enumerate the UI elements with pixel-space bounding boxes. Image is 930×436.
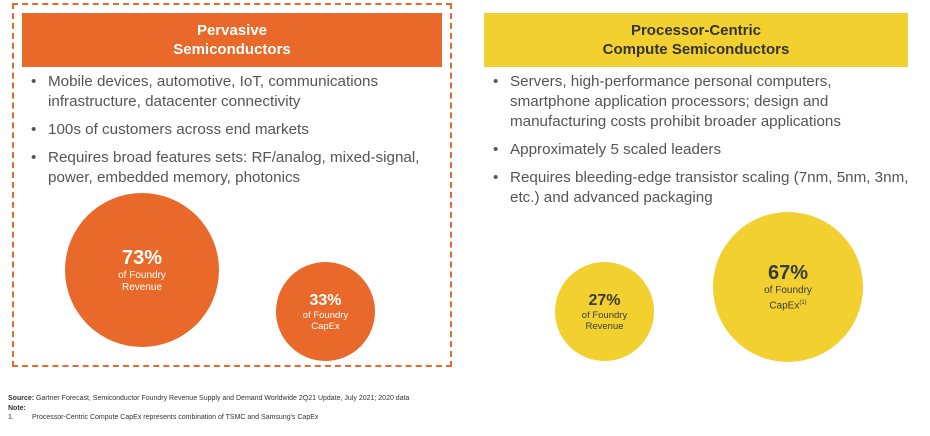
note-label-line: Note: bbox=[8, 404, 908, 414]
processor-bullet-list: • Servers, high-performance personal comp… bbox=[490, 72, 910, 216]
bullet-icon: • bbox=[31, 149, 37, 166]
note-text: Processor-Centric Compute CapEx represen… bbox=[32, 414, 319, 421]
processor-title-line2: Compute Semiconductors bbox=[602, 41, 790, 58]
circle-caption-line1: of Foundry bbox=[581, 310, 628, 321]
pervasive-bullet-list: • Mobile devices, automotive, IoT, commun… bbox=[28, 72, 444, 196]
note-label: Note: bbox=[8, 404, 26, 412]
circle-caption-line2: Revenue bbox=[585, 321, 624, 332]
pervasive-title-line2: Semiconductors bbox=[173, 41, 291, 58]
processor-capex-circle: 67% of Foundry CapEx(1) bbox=[713, 212, 863, 362]
source-label: Source: bbox=[8, 395, 35, 402]
circle-caption-line2: CapEx bbox=[311, 321, 340, 332]
pervasive-panel-border bbox=[12, 3, 452, 367]
note-number: 1. bbox=[8, 414, 14, 421]
bullet-icon: • bbox=[493, 169, 499, 186]
processor-centric-header: Processor-Centric Compute Semiconductors bbox=[484, 13, 908, 67]
list-item: • Requires broad features sets: RF/analog… bbox=[31, 149, 420, 186]
processor-title-line1: Processor-Centric bbox=[630, 22, 762, 39]
circle-caption-line2: CapEx(1) bbox=[769, 300, 807, 312]
source-line: Source: Gartner Forecast, Semiconductor … bbox=[8, 394, 908, 404]
circle-value: 67% bbox=[767, 262, 809, 285]
footnote-marker: (1) bbox=[799, 300, 807, 307]
circle-caption-line1: of Foundry bbox=[302, 310, 349, 321]
circle-value: 27% bbox=[588, 292, 621, 309]
pervasive-title-line1: Pervasive bbox=[196, 22, 268, 39]
pervasive-capex-circle: 33% of Foundry CapEx bbox=[276, 262, 375, 361]
list-item: • 100s of customers across end markets bbox=[31, 121, 309, 138]
list-item: • Approximately 5 scaled leaders bbox=[493, 141, 722, 158]
bullet-icon: • bbox=[493, 73, 499, 90]
pervasive-header: Pervasive Semiconductors bbox=[22, 13, 442, 67]
circle-caption-line2: Revenue bbox=[121, 282, 163, 293]
pervasive-revenue-circle: 73% of Foundry Revenue bbox=[65, 193, 219, 347]
footnotes: Source: Gartner Forecast, Semiconductor … bbox=[8, 394, 908, 423]
bullet-icon: • bbox=[493, 141, 499, 158]
bullet-icon: • bbox=[31, 73, 37, 90]
source-text: Gartner Forecast, Semiconductor Foundry … bbox=[34, 395, 410, 402]
circle-value: 73% bbox=[121, 247, 163, 269]
circle-caption-line1: of Foundry bbox=[118, 270, 166, 281]
processor-revenue-circle: 27% of Foundry Revenue bbox=[555, 262, 654, 361]
list-item: • Mobile devices, automotive, IoT, commun… bbox=[31, 73, 379, 110]
list-item: • Servers, high-performance personal comp… bbox=[493, 73, 841, 130]
list-item: • Requires bleeding-edge transistor scali… bbox=[493, 169, 909, 206]
circle-value: 33% bbox=[309, 292, 342, 309]
note-line: 1. Processor-Centric Compute CapEx repres… bbox=[8, 413, 908, 423]
bullet-icon: • bbox=[31, 121, 37, 138]
circle-caption-line1: of Foundry bbox=[764, 285, 812, 297]
